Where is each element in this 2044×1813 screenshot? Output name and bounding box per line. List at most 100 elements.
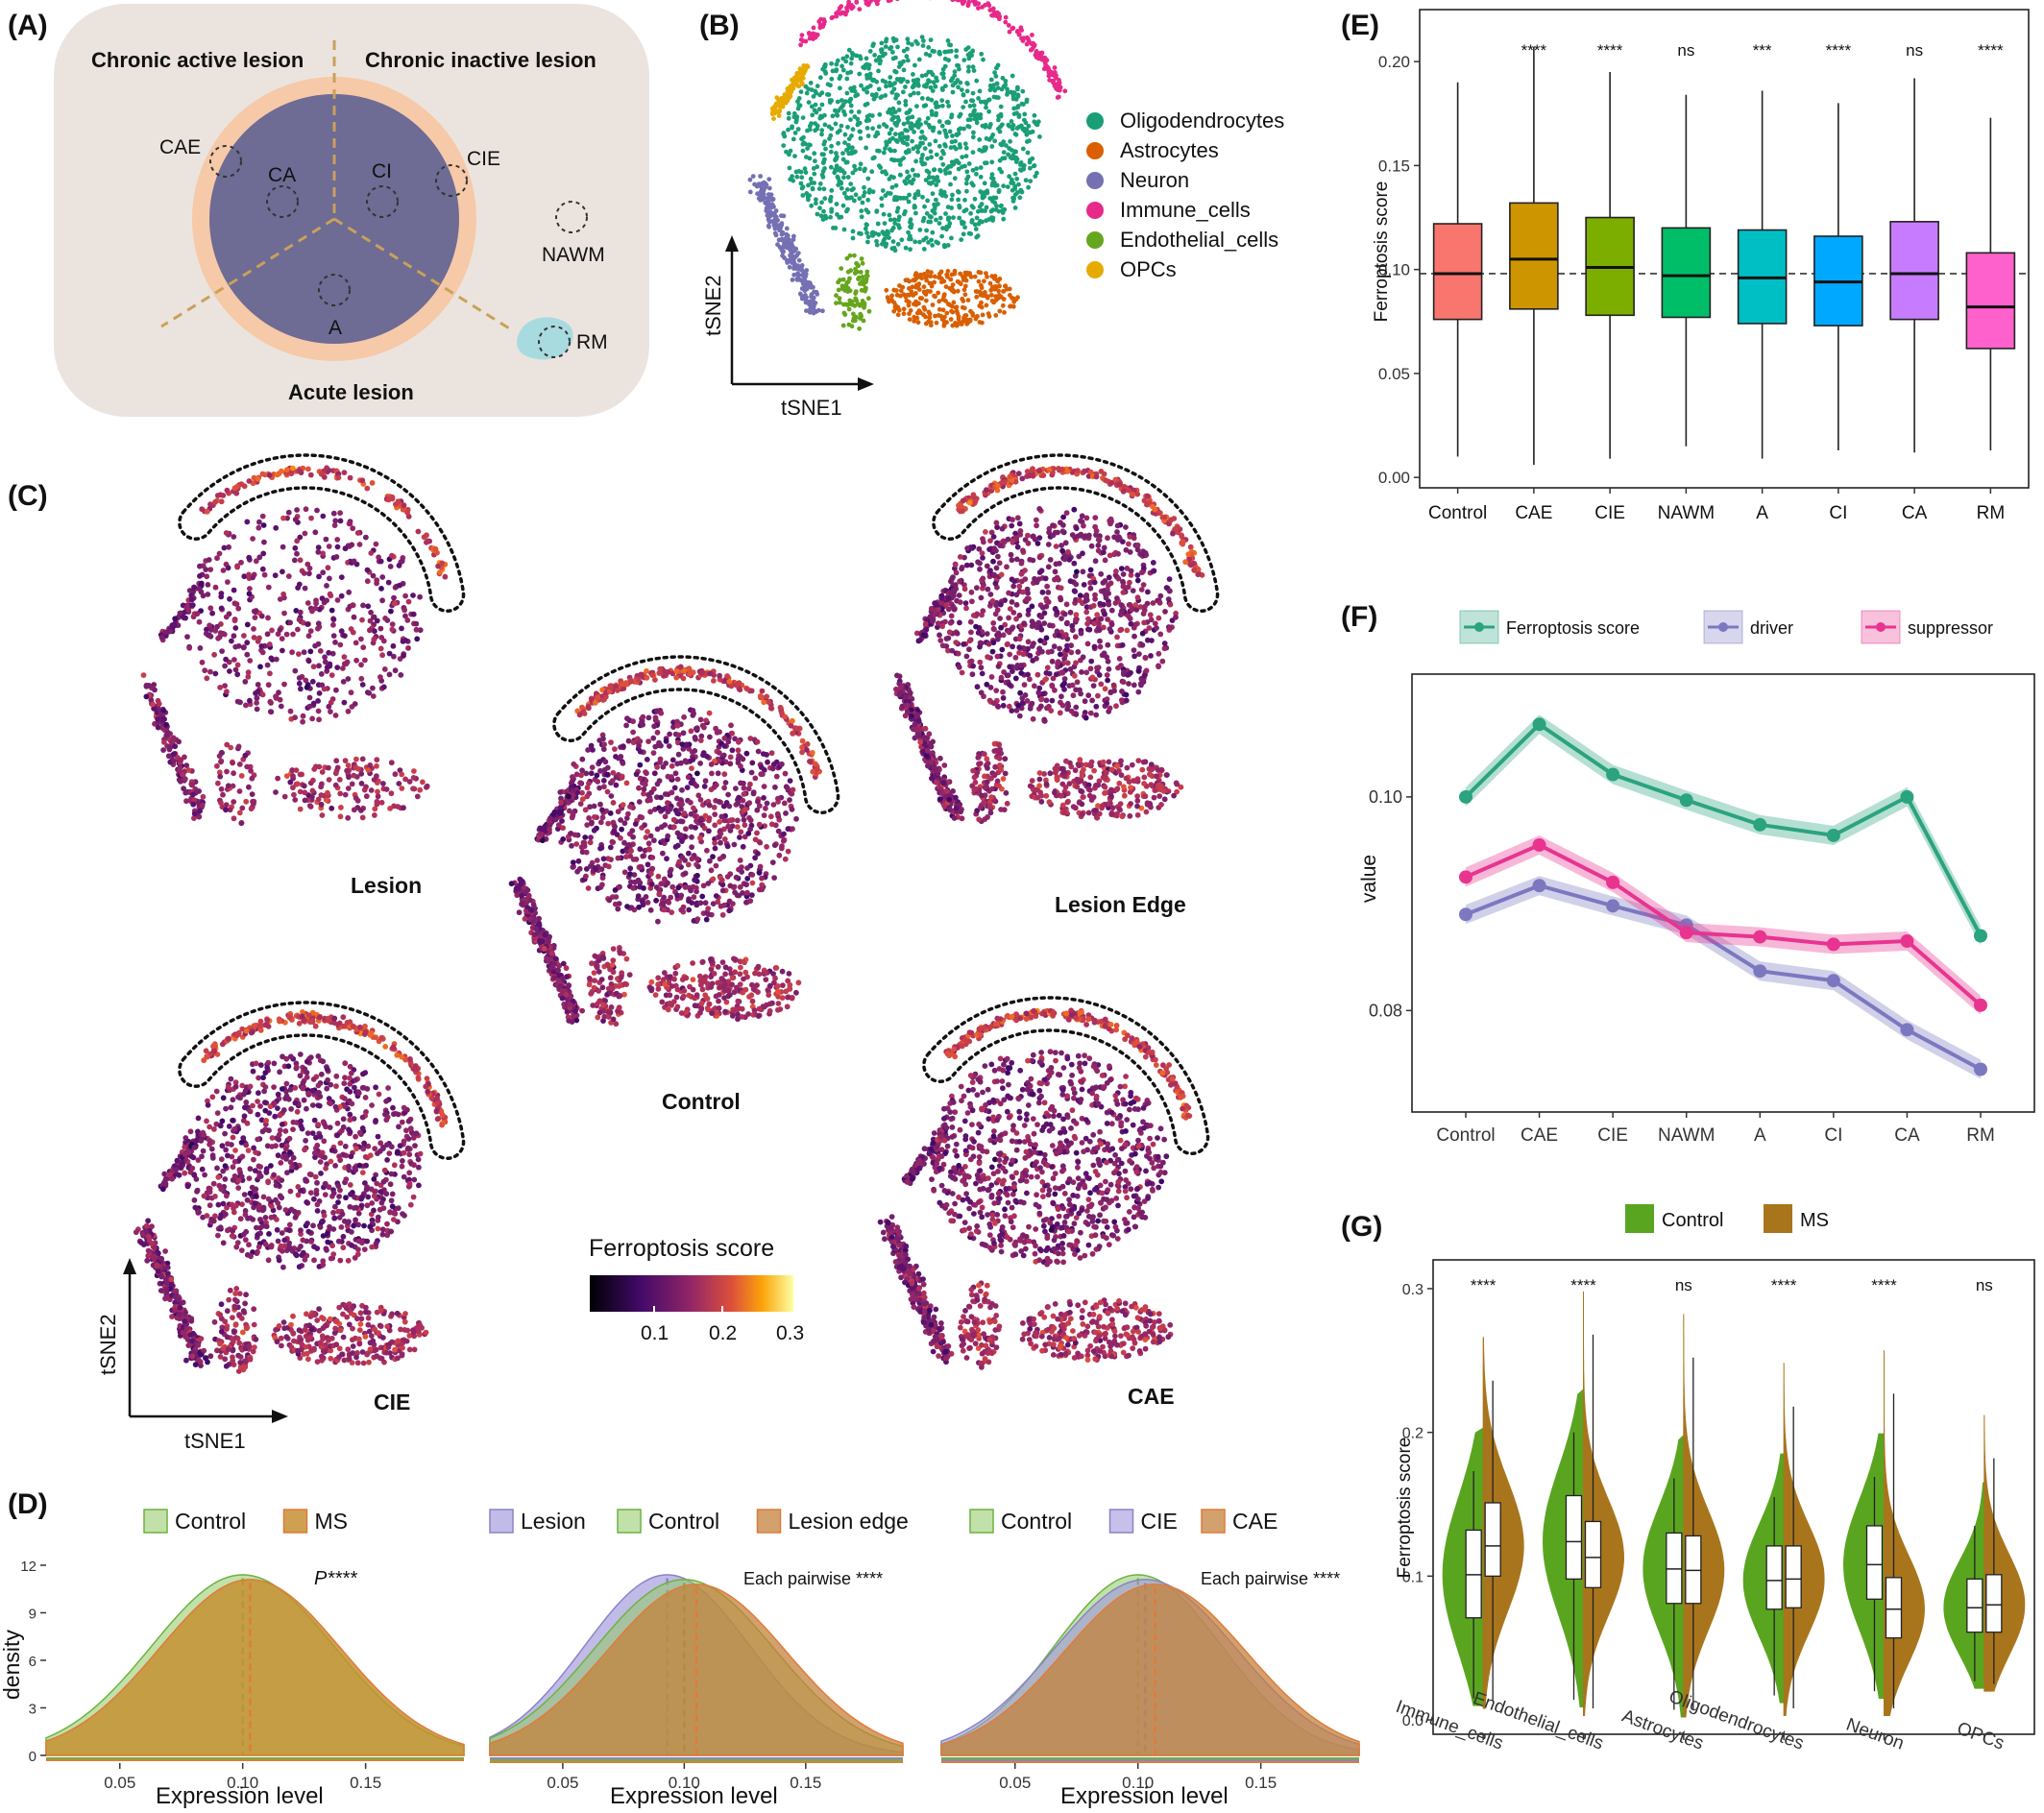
tsne-point [1010, 26, 1015, 32]
score-point [907, 689, 913, 696]
tsne-point [942, 49, 948, 55]
score-point [155, 697, 161, 704]
tsne-point [1012, 186, 1018, 191]
score-point [1029, 700, 1035, 707]
score-point [172, 616, 179, 622]
tsne-point [952, 176, 958, 181]
score-point [893, 686, 899, 692]
tsne-point [957, 66, 961, 72]
score-point [1042, 575, 1049, 582]
score-point [1010, 517, 1015, 523]
tsne-point [1001, 216, 1007, 222]
score-point [1010, 643, 1015, 650]
tsne-point [848, 181, 854, 187]
tsne-point [917, 228, 923, 232]
tsne-point [974, 171, 979, 177]
score-point [330, 621, 336, 628]
tsne-point [796, 169, 802, 174]
score-point [1123, 691, 1130, 698]
score-point [338, 805, 344, 810]
site-rm-label: RM [576, 331, 608, 353]
score-point [937, 638, 944, 643]
score-point [956, 502, 961, 509]
tsne-point [970, 134, 976, 140]
score-point [1045, 599, 1052, 605]
tsne-point [820, 160, 826, 166]
score-point [1182, 559, 1188, 566]
score-point [970, 663, 976, 669]
score-point [974, 684, 981, 690]
score-point [1125, 584, 1132, 591]
score-point [994, 653, 1001, 660]
tsne-point [922, 204, 927, 209]
score-point [1132, 653, 1137, 660]
score-point [1036, 685, 1043, 691]
score-point [287, 708, 294, 714]
score-point [238, 481, 245, 488]
score-point [986, 641, 992, 647]
tsne-point [1019, 189, 1025, 195]
score-point [1058, 585, 1064, 592]
score-point [1029, 467, 1035, 473]
score-point [346, 589, 353, 595]
score-point [236, 761, 243, 767]
score-point [220, 568, 227, 573]
tsne-point [903, 294, 909, 300]
score-point [1061, 556, 1068, 563]
score-point [236, 810, 243, 816]
score-point [302, 530, 308, 537]
tsne-point [1033, 174, 1038, 180]
tsne-point [891, 245, 897, 251]
tsne-point [814, 201, 818, 206]
score-point [247, 697, 253, 704]
score-point [259, 649, 266, 656]
score-point [221, 631, 228, 638]
score-point [231, 815, 237, 822]
tsne-point [923, 298, 929, 303]
score-point [344, 767, 350, 774]
tsne-point [939, 85, 945, 91]
tsne-point [1056, 87, 1061, 92]
tsne-point [871, 155, 877, 160]
tsne-point [1004, 286, 1010, 292]
score-point [218, 786, 225, 792]
score-point [277, 627, 283, 633]
score-point [280, 544, 286, 550]
tsne-point [1015, 28, 1020, 34]
score-point [956, 664, 962, 670]
score-point [285, 573, 292, 579]
score-point [1174, 781, 1180, 787]
score-point [300, 718, 305, 725]
score-point [350, 602, 356, 609]
score-point [214, 762, 220, 769]
score-point [281, 681, 287, 688]
score-point [1180, 541, 1186, 547]
score-point [231, 534, 237, 540]
score-point [369, 480, 376, 486]
score-point [999, 646, 1006, 653]
tsne-point [1002, 310, 1007, 315]
score-point [368, 787, 375, 793]
tsne-point [938, 156, 944, 161]
score-point [238, 820, 245, 827]
tsne-point [766, 204, 772, 209]
tsne-point [978, 115, 984, 121]
score-point [432, 545, 439, 552]
score-point [260, 522, 267, 528]
score-point [328, 805, 335, 811]
tsne-point [852, 270, 858, 276]
score-point [1086, 761, 1093, 768]
tsne-point [849, 133, 854, 138]
tsne-point [904, 196, 909, 201]
score-point [353, 764, 359, 771]
tsne-point [869, 92, 875, 98]
tsne-point [950, 0, 956, 3]
score-point [1036, 783, 1042, 789]
score-point [1020, 547, 1026, 554]
tsne-point [966, 161, 972, 166]
score-point [313, 597, 319, 604]
site-cie-circle [435, 164, 468, 197]
score-point [1010, 610, 1017, 616]
tsne-point [747, 189, 753, 195]
score-point [1097, 643, 1104, 650]
